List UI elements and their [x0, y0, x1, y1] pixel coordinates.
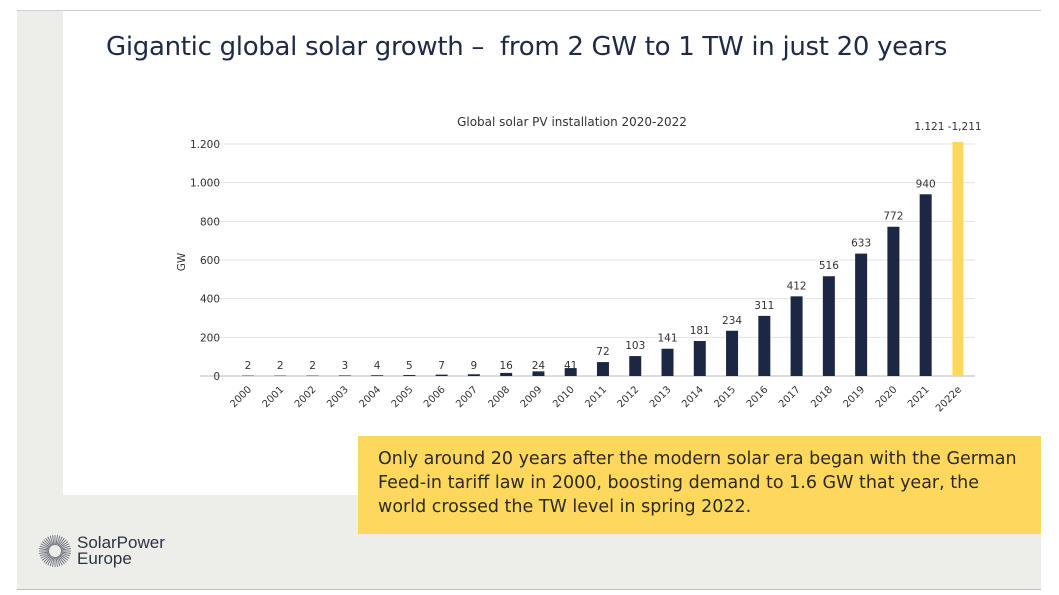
x-tick-label: 2009: [519, 384, 545, 410]
data-label: 181: [690, 325, 710, 337]
logo-text-line1: SolarPower: [77, 533, 165, 552]
y-tick-label: 200: [200, 332, 220, 344]
x-tick-label: 2016: [745, 384, 771, 410]
x-tick-label: 2006: [422, 384, 448, 410]
bar-2007: [467, 374, 480, 376]
x-tick-label: 2002: [293, 384, 319, 410]
data-label: 2: [245, 360, 252, 372]
bar-2015: [726, 330, 739, 376]
data-label: 3: [341, 360, 348, 372]
data-label: 141: [657, 333, 677, 345]
bar-chart: Global solar PV installation 2020-2022 G…: [176, 115, 982, 414]
x-tick-label: 2007: [454, 384, 480, 410]
x-tick-label: 2019: [841, 384, 867, 410]
data-label: 24: [532, 360, 546, 372]
bar-2011: [596, 362, 609, 376]
bar-2018: [822, 276, 835, 376]
x-tick-label: 2013: [648, 384, 674, 410]
y-tick-label: 400: [200, 294, 220, 306]
x-tick-label: 2011: [583, 384, 609, 410]
x-tick-label: 2022e: [934, 384, 964, 414]
x-tick-label: 2001: [261, 384, 287, 410]
bar-2008: [500, 372, 513, 376]
y-tick-label: 600: [200, 255, 220, 267]
data-label: 7: [438, 360, 445, 372]
x-tick-label: 2008: [487, 384, 513, 410]
logo-text-line2: Europe: [77, 549, 132, 568]
solarpower-europe-logo: SolarPower Europe: [38, 534, 165, 568]
x-tick-label: 2004: [357, 384, 383, 410]
x-tick-label: 2018: [809, 384, 835, 410]
bar-2003: [338, 375, 351, 376]
y-tick-label: 1.200: [190, 139, 220, 151]
x-tick-label: 2005: [390, 384, 416, 410]
data-label: 516: [819, 260, 839, 272]
data-label: 2: [277, 360, 284, 372]
sun-burst-icon: [39, 535, 71, 567]
bar-2009: [532, 371, 545, 376]
x-tick-label: 2010: [551, 384, 577, 410]
data-label: 2: [309, 360, 316, 372]
data-label: 633: [851, 238, 871, 250]
x-tick-label: 2015: [712, 384, 738, 410]
data-label: 412: [787, 280, 807, 292]
data-label: 72: [596, 346, 609, 358]
bar-2021: [919, 194, 932, 376]
data-label: 311: [754, 300, 774, 312]
x-tick-label: 2012: [616, 384, 642, 410]
bar-2014: [693, 341, 706, 376]
x-tick-label: 2020: [874, 384, 900, 410]
bar-2010: [564, 368, 577, 376]
bar-2016: [758, 315, 771, 376]
bar-2012: [629, 356, 642, 376]
bar-2013: [661, 348, 674, 376]
slide-title: Gigantic global solar growth – from 2 GW…: [106, 32, 948, 62]
data-label: 5: [406, 360, 413, 372]
bar-2022e: [952, 141, 964, 376]
x-tick-label: 2003: [325, 384, 351, 410]
y-axis-label: GW: [176, 252, 188, 271]
data-label: 772: [883, 211, 903, 223]
data-label: 940: [916, 178, 936, 190]
callout-note: Only around 20 years after the modern so…: [358, 436, 1041, 534]
data-label: 4: [374, 360, 381, 372]
y-tick-label: 800: [200, 216, 220, 228]
x-tick-label: 2014: [680, 384, 706, 410]
chart-title: Global solar PV installation 2020-2022: [457, 115, 687, 129]
data-label: 41: [564, 360, 577, 372]
y-tick-label: 0: [213, 371, 220, 383]
bar-2020: [887, 226, 900, 376]
data-label: 234: [722, 315, 742, 327]
x-tick-label: 2000: [228, 384, 254, 410]
x-tick-label: 2021: [906, 384, 932, 410]
x-tick-label: 2017: [777, 384, 803, 410]
data-label: 103: [625, 340, 645, 352]
bar-2006: [435, 374, 448, 376]
data-label: 16: [499, 360, 513, 372]
content-panel: [63, 11, 1041, 495]
bar-2017: [790, 296, 803, 376]
bar-2019: [855, 253, 868, 376]
data-label: 1.121 -1,211: [914, 121, 981, 133]
bar-2004: [371, 375, 384, 376]
bar-2005: [403, 375, 416, 376]
data-label: 9: [471, 360, 478, 372]
y-tick-label: 1.000: [190, 178, 220, 190]
